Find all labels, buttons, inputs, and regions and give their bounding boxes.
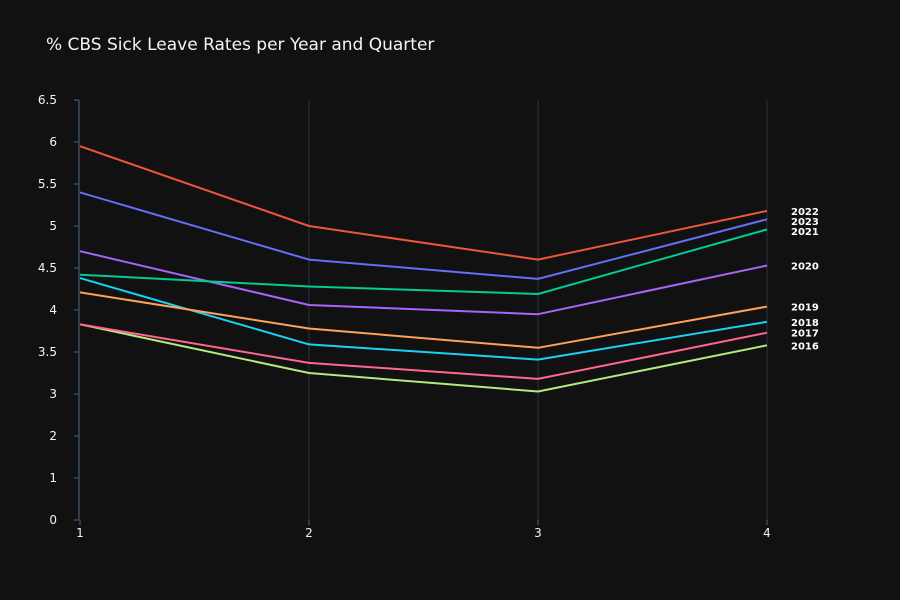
axes: 0 1 2 3 3.5 4 4.5 5 5.5 6 6.5 1 2 3 4 <box>38 93 771 540</box>
series-line-2016 <box>79 323 768 393</box>
y-tick-label: 5 <box>49 219 57 233</box>
chart-title: % CBS Sick Leave Rates per Year and Quar… <box>46 35 434 55</box>
y-tick-label: 6 <box>49 135 57 149</box>
series-end-label-2021: 2021 <box>791 227 819 238</box>
y-tick-label: 3 <box>49 387 57 401</box>
series-end-label-2016: 2016 <box>791 341 819 352</box>
series-line-2021 <box>79 228 768 295</box>
x-tick-label: 3 <box>534 526 542 540</box>
grid <box>308 100 768 520</box>
series-end-label-2022: 2022 <box>791 207 819 218</box>
y-tick-label: 4 <box>49 303 57 317</box>
series-end-label-2019: 2019 <box>791 303 819 314</box>
y-tick-label: 5.5 <box>38 177 57 191</box>
y-tick-label: 6.5 <box>38 93 57 107</box>
x-tick-label: 2 <box>305 526 313 540</box>
series-line-2022 <box>79 145 768 261</box>
series-end-label-2020: 2020 <box>791 261 819 272</box>
y-tick-label: 4.5 <box>38 261 57 275</box>
series-line-2020 <box>79 250 768 316</box>
series-line-2023 <box>79 191 768 280</box>
series-end-label-2023: 2023 <box>791 217 819 228</box>
series-end-label-2018: 2018 <box>791 318 819 329</box>
y-tick-label: 3.5 <box>38 345 57 359</box>
y-tick-label: 2 <box>49 429 57 443</box>
series-line-2017 <box>79 323 768 380</box>
y-tick-label: 0 <box>49 513 57 527</box>
series-end-label-2017: 2017 <box>791 329 819 340</box>
x-tick-label: 4 <box>763 526 771 540</box>
series-line-2019 <box>79 291 768 349</box>
x-tick-label: 1 <box>76 526 84 540</box>
series-lines <box>79 145 768 393</box>
y-tick-label: 1 <box>49 471 57 485</box>
